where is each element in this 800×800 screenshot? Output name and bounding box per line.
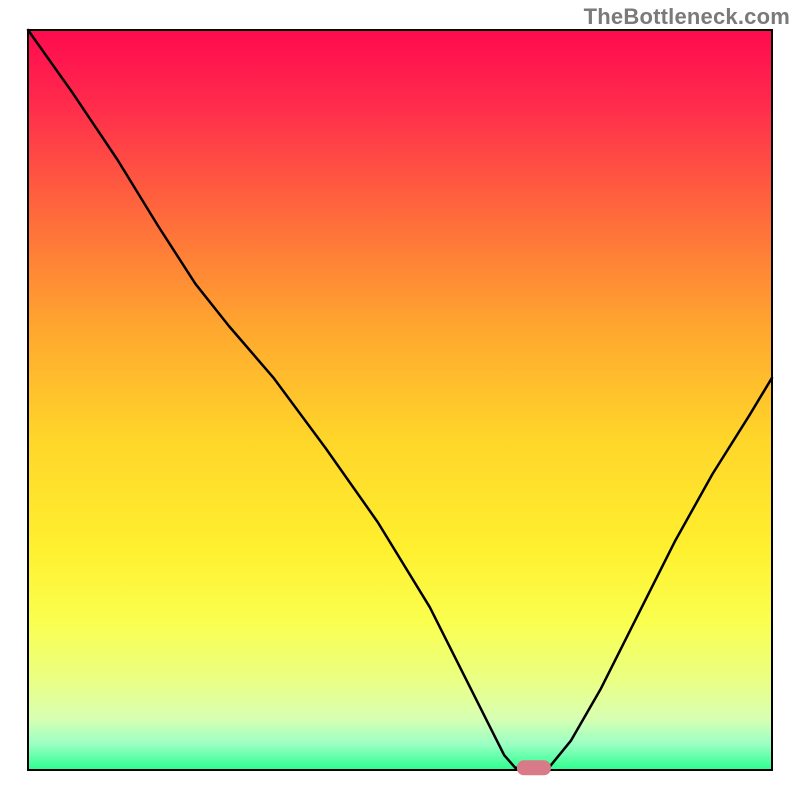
chart-container: TheBottleneck.com	[0, 0, 800, 800]
watermark-text: TheBottleneck.com	[584, 4, 790, 30]
bottleneck-curve-chart	[0, 0, 800, 800]
plot-background	[28, 30, 772, 770]
optimal-marker	[517, 760, 551, 775]
